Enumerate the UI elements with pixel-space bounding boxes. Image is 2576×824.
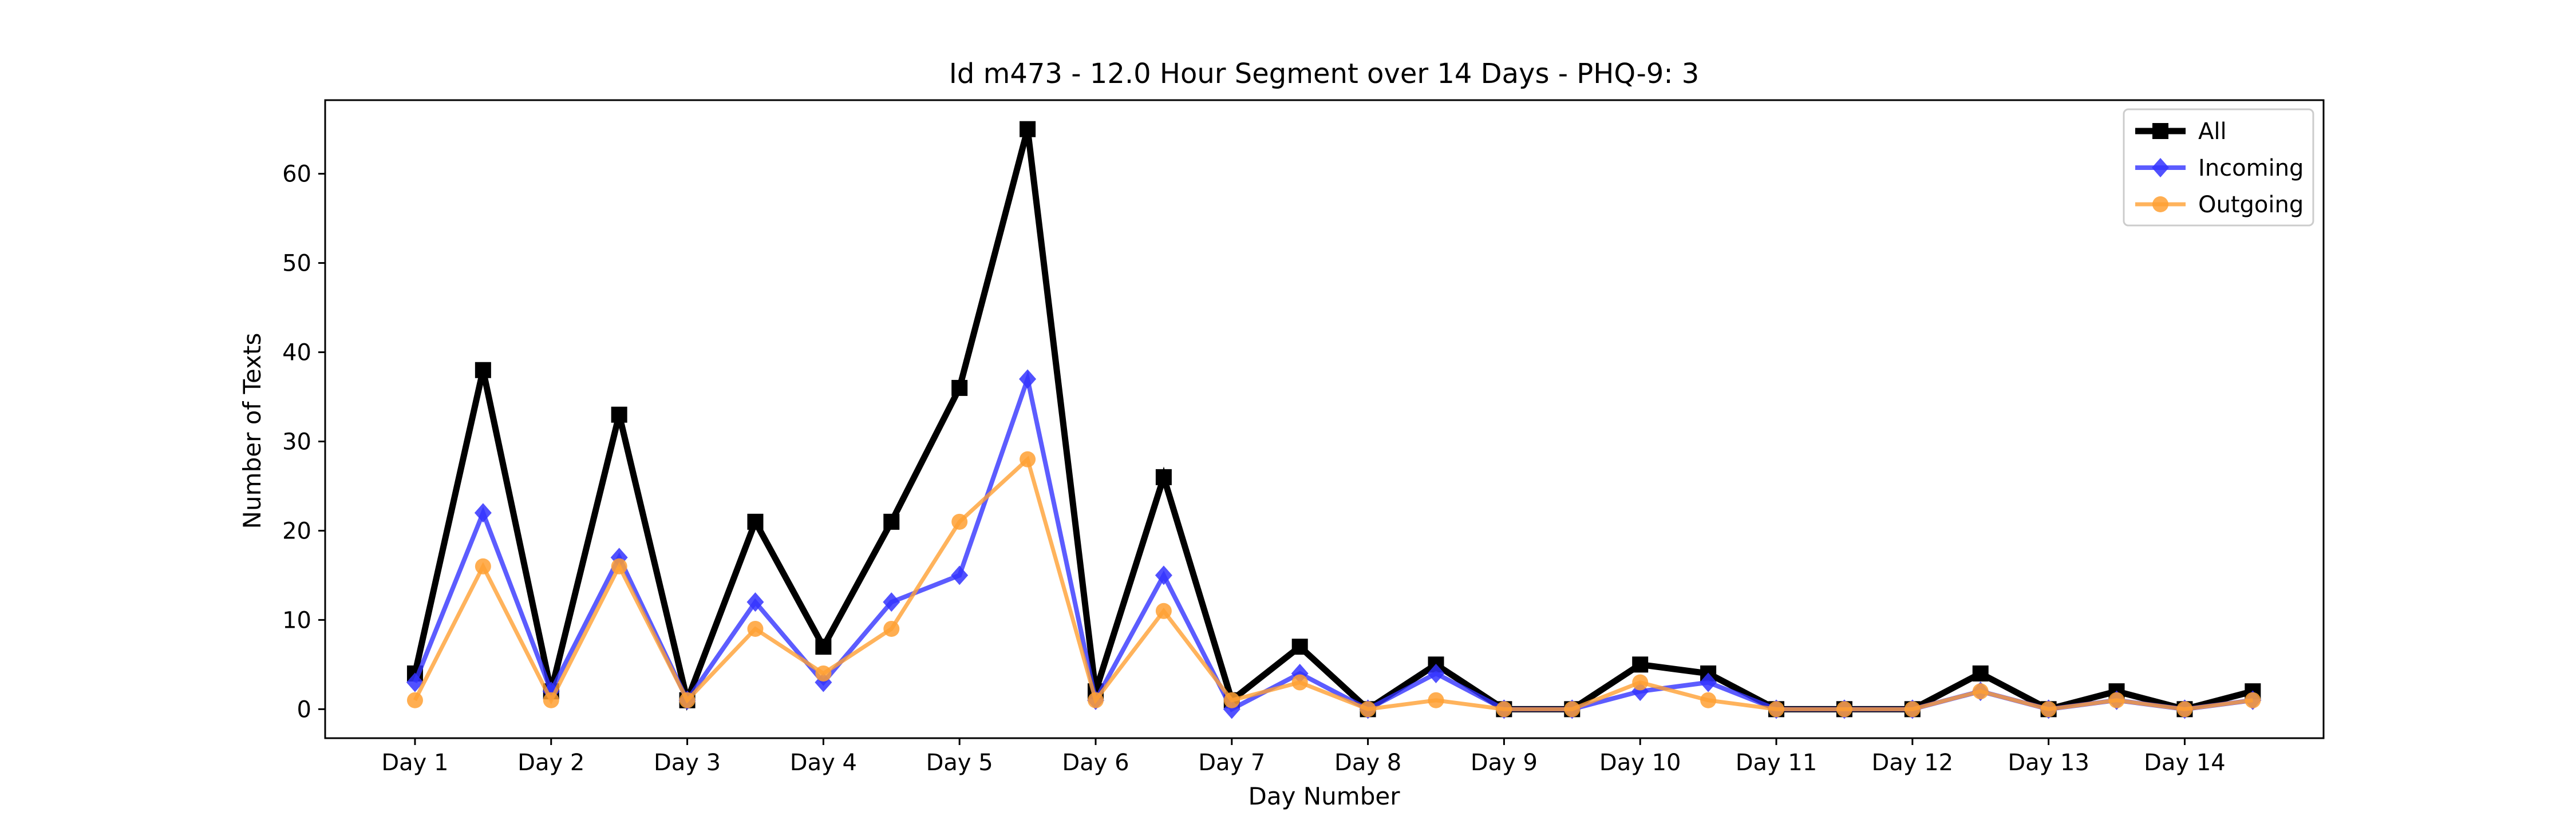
legend-label: Outgoing — [2198, 192, 2304, 218]
data-point-outgoing — [679, 692, 696, 708]
x-tick-label: Day 7 — [1198, 750, 1265, 776]
data-point-outgoing — [2108, 692, 2125, 708]
data-point-all — [475, 362, 491, 378]
data-point-all — [815, 639, 832, 655]
data-point-outgoing — [951, 513, 968, 530]
data-point-outgoing — [2245, 692, 2261, 708]
data-point-all — [747, 513, 764, 530]
data-point-outgoing — [1836, 701, 1852, 718]
data-point-incoming — [1700, 672, 1717, 692]
x-tick-label: Day 2 — [517, 750, 584, 776]
data-point-incoming — [1155, 565, 1172, 585]
x-tick-label: Day 11 — [1736, 750, 1818, 776]
data-point-outgoing — [611, 558, 627, 575]
legend-label: All — [2198, 118, 2227, 145]
legend-marker-incoming — [2152, 158, 2169, 177]
y-tick-label: 30 — [282, 429, 311, 455]
data-point-incoming — [746, 592, 764, 612]
data-point-incoming — [951, 565, 969, 585]
data-point-outgoing — [1155, 603, 1172, 619]
data-point-all — [951, 379, 968, 396]
chart-title: Id m473 - 12.0 Hour Segment over 14 Days… — [949, 58, 1700, 90]
data-point-outgoing — [406, 692, 423, 708]
data-point-all — [611, 406, 627, 423]
y-tick-label: 50 — [282, 251, 311, 277]
data-point-all — [1291, 639, 1308, 655]
data-point-outgoing — [2176, 701, 2193, 718]
x-tick-label: Day 6 — [1062, 750, 1129, 776]
data-point-outgoing — [1496, 701, 1512, 718]
data-point-incoming — [1019, 369, 1037, 389]
data-point-outgoing — [2040, 701, 2057, 718]
data-point-outgoing — [1904, 701, 1921, 718]
data-point-outgoing — [1360, 701, 1376, 718]
x-axis-label: Day Number — [1248, 782, 1400, 810]
x-tick-label: Day 1 — [381, 750, 448, 776]
axes-layer: Day 1 Day 2 Day 3 Day 4 Day 5 Day 6 Day 7 Day 8… — [282, 99, 2325, 776]
data-point-outgoing — [1020, 451, 1036, 468]
data-point-outgoing — [1632, 674, 1649, 691]
x-tick-label: Day 3 — [654, 750, 721, 776]
data-point-outgoing — [815, 665, 832, 682]
y-tick-label: 60 — [282, 161, 311, 188]
x-tick-label: Day 12 — [1872, 750, 1954, 776]
x-tick-label: Day 14 — [2144, 750, 2226, 776]
plot-frame — [324, 99, 2325, 739]
data-point-outgoing — [543, 692, 559, 708]
x-tick-label: Day 10 — [1599, 750, 1681, 776]
y-tick-label: 40 — [282, 340, 311, 366]
y-tick-label: 20 — [282, 518, 311, 544]
x-tick-label: Day 8 — [1334, 750, 1401, 776]
legend: All Incoming Outgoing — [2123, 108, 2314, 227]
data-point-outgoing — [1972, 683, 1989, 700]
data-point-incoming — [406, 672, 424, 692]
x-tick-label: Day 9 — [1471, 750, 1538, 776]
x-tick-label: Day 5 — [926, 750, 993, 776]
data-point-all — [1632, 656, 1649, 673]
y-tick-label: 0 — [297, 696, 311, 723]
data-point-outgoing — [1087, 692, 1104, 708]
data-point-incoming — [474, 503, 492, 523]
data-point-all — [1972, 665, 1989, 682]
data-point-outgoing — [883, 620, 900, 637]
x-tick-label: Day 4 — [790, 750, 857, 776]
legend-box — [2123, 108, 2314, 227]
legend-item-all: All — [2135, 118, 2227, 145]
series-outgoing — [406, 451, 2261, 718]
y-tick-label: 10 — [282, 607, 311, 633]
data-point-outgoing — [475, 558, 491, 575]
legend-item-incoming: Incoming — [2135, 155, 2304, 181]
legend-marker-all — [2152, 123, 2168, 139]
data-point-outgoing — [1564, 701, 1581, 718]
legend-marker-outgoing — [2152, 196, 2168, 212]
series-line-outgoing — [413, 455, 2253, 711]
series-layer — [406, 121, 2262, 719]
data-point-all — [1155, 469, 1172, 485]
data-point-outgoing — [747, 620, 764, 637]
legend-label: Incoming — [2198, 155, 2304, 181]
data-point-outgoing — [1768, 701, 1785, 718]
legend-item-outgoing: Outgoing — [2135, 192, 2304, 218]
data-point-all — [883, 513, 900, 530]
x-tick-label: Day 13 — [2008, 750, 2089, 776]
data-point-incoming — [883, 592, 900, 612]
data-point-all — [1020, 121, 1036, 137]
y-axis-label: Number of Texts — [238, 333, 266, 529]
data-point-outgoing — [1700, 692, 1717, 708]
series-line-all — [412, 128, 2254, 714]
data-point-incoming — [1427, 663, 1445, 683]
data-point-outgoing — [1291, 674, 1308, 691]
data-point-outgoing — [1223, 692, 1240, 708]
data-point-outgoing — [1428, 692, 1444, 708]
